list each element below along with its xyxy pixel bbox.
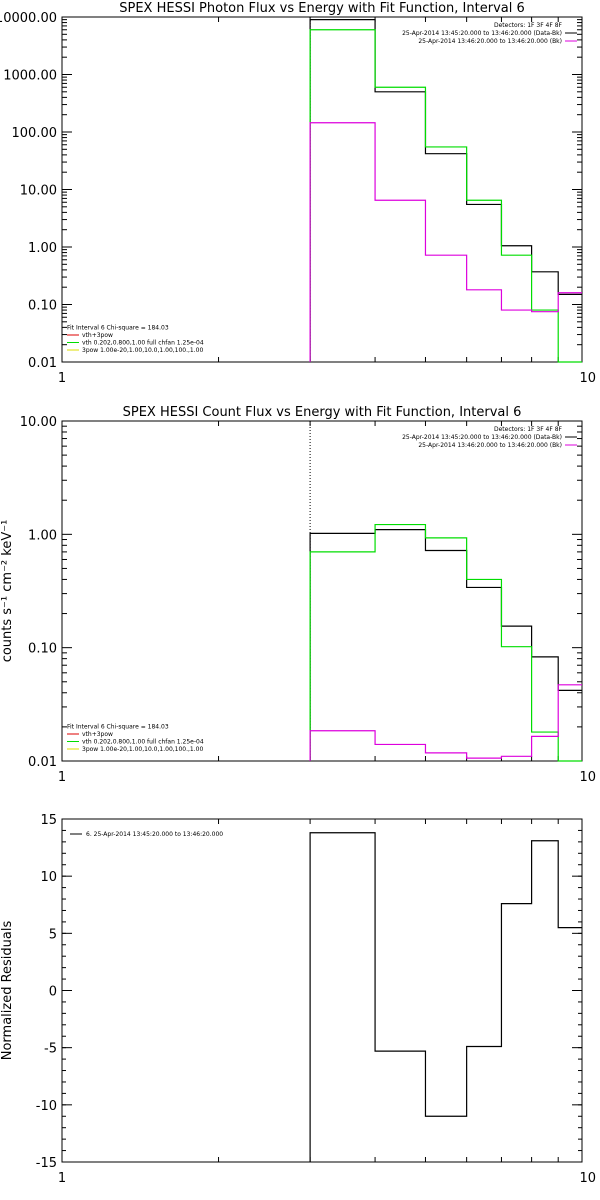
y-tick-label: 1000.00 xyxy=(3,69,57,84)
y-tick-label: -10 xyxy=(36,1099,57,1114)
y-tick-label: 5 xyxy=(49,927,57,942)
y-tick-label: 100.00 xyxy=(12,126,58,141)
y-axis-label: counts s⁻¹ cm⁻² keV⁻¹ xyxy=(0,520,15,663)
legend-entry: 25-Apr-2014 13:46:20.000 to 13:46:20.000… xyxy=(418,442,562,449)
y-tick-label: 0.01 xyxy=(28,356,57,371)
x-tick-label: 1 xyxy=(58,1171,66,1186)
legend-entry: vth 0.202,0.800,1.00 full chfan 1.25e-04 xyxy=(82,739,204,746)
y-tick-label: 10 xyxy=(40,870,57,885)
y-axis-label: Normalized Residuals xyxy=(0,921,15,1061)
y-tick-label: 10.00 xyxy=(20,184,57,199)
y-tick-label: 0.10 xyxy=(28,299,57,314)
y-tick-label: 0 xyxy=(49,985,57,1000)
legend-entry: Fit Interval 6 Chi-square = 184.03 xyxy=(67,724,169,731)
legend-entry: 3pow 1.00e-20,1.00,10.0,1.00,100.,1.00 xyxy=(82,347,203,354)
x-tick-label: 1 xyxy=(58,770,66,785)
legend-entry: Fit Interval 6 Chi-square = 184.03 xyxy=(67,325,169,332)
series-residuals xyxy=(309,832,582,1162)
y-tick-label: 0.10 xyxy=(28,642,57,657)
legend-entry: Detectors: 1F 3F 4F 8F xyxy=(494,426,563,433)
plot-frame xyxy=(61,420,583,762)
count-flux-panel: SPEX HESSI Count Flux vs Energy with Fit… xyxy=(0,405,596,785)
legend-entry: vth+3pow xyxy=(82,731,113,738)
plot-frame xyxy=(61,818,583,1163)
series-vth-3pow xyxy=(309,29,582,363)
y-tick-label: -5 xyxy=(44,1042,57,1057)
series-vth-3pow xyxy=(309,523,582,762)
legend-entry: 25-Apr-2014 13:45:20.000 to 13:46:20.000… xyxy=(402,434,562,441)
series-bk xyxy=(309,684,582,761)
y-tick-label: 1.00 xyxy=(28,241,57,256)
x-tick-label: 1 xyxy=(58,371,66,386)
x-tick-label: 10 xyxy=(579,1171,596,1186)
y-tick-label: 10000.00 xyxy=(0,11,57,26)
legend-entry: vth+3pow xyxy=(82,332,113,339)
legend-entry: 6. 25-Apr-2014 13:45:20.000 to 13:46:20.… xyxy=(86,831,223,838)
legend-entry: 25-Apr-2014 13:46:20.000 to 13:46:20.000… xyxy=(418,38,562,45)
y-tick-label: 0.01 xyxy=(28,755,57,770)
y-tick-label: -15 xyxy=(36,1156,57,1171)
chart-title: SPEX HESSI Count Flux vs Energy with Fit… xyxy=(123,405,522,420)
legend-entry: Detectors: 1F 3F 4F 8F xyxy=(494,22,563,29)
series-data xyxy=(309,529,582,761)
photon-flux-panel: SPEX HESSI Photon Flux vs Energy with Fi… xyxy=(0,1,596,386)
y-tick-label: 10.00 xyxy=(20,415,57,430)
y-tick-label: 15 xyxy=(40,813,57,828)
y-tick-label: 1.00 xyxy=(28,528,57,543)
chart-title: SPEX HESSI Photon Flux vs Energy with Fi… xyxy=(119,1,525,16)
legend-entry: 25-Apr-2014 13:45:20.000 to 13:46:20.000… xyxy=(402,30,562,37)
series-bk xyxy=(309,122,582,362)
legend-entry: 3pow 1.00e-20,1.00,10.0,1.00,100.,1.00 xyxy=(82,746,203,753)
x-tick-label: 10 xyxy=(579,371,596,386)
x-tick-label: 10 xyxy=(579,770,596,785)
residuals-panel: Normalized Residuals 1 10 -15 -10 -5 0 5 10 15 6. … xyxy=(0,813,596,1186)
legend-entry: vth 0.202,0.800,1.00 full chfan 1.25e-04 xyxy=(82,340,204,347)
